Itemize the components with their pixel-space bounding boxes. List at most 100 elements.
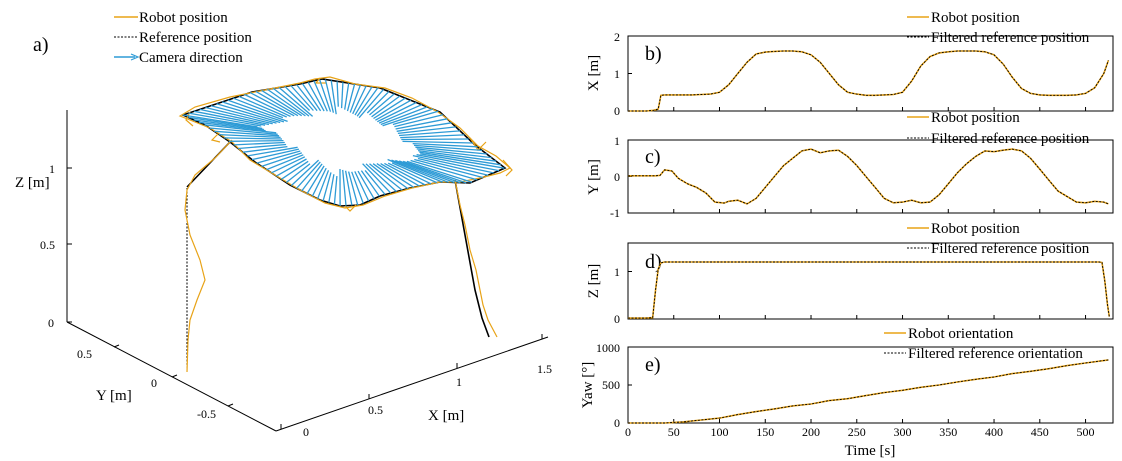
camera-arrow	[395, 159, 455, 184]
camera-arrow	[276, 158, 307, 177]
camera-arrow	[255, 90, 299, 117]
camera-arrow	[233, 141, 285, 146]
camera-arrow	[362, 163, 392, 194]
panel-d-ytick-label: 1	[614, 265, 620, 279]
panel-e-xlabel: Time [s]	[845, 443, 896, 459]
camera-arrow	[357, 170, 375, 200]
robot-takeoff-segment	[184, 139, 233, 373]
panel-c-label: c)	[645, 146, 661, 168]
camera-arrow	[330, 80, 337, 115]
panel-e-ytick-label: 0	[614, 416, 620, 430]
camera-arrow	[318, 79, 332, 112]
camera-arrow	[311, 167, 327, 197]
panel-e-plot	[627, 346, 1109, 424]
camera-arrow	[387, 162, 432, 185]
series-line-reference	[628, 359, 1109, 424]
legend-reference-label: Filtered reference position	[931, 131, 1090, 147]
x-axis-line	[275, 336, 549, 432]
camera-arrow	[371, 95, 401, 118]
camera-arrow	[347, 171, 359, 206]
series-line-reference	[628, 50, 1109, 112]
y-axis-label: Y [m]	[96, 388, 132, 404]
camera-arrow	[228, 139, 284, 142]
legend-robot-label: Robot position	[931, 10, 1020, 26]
xtick-label: 0	[625, 425, 631, 439]
camera-arrow	[401, 138, 469, 141]
camera-arrow	[400, 134, 465, 139]
xtick-label: 500	[1077, 425, 1095, 439]
legend-reference-label: Filtered reference orientation	[908, 346, 1083, 362]
camera-arrows	[182, 79, 505, 207]
camera-arrow	[375, 99, 412, 121]
y-tick-label: 0.5	[77, 347, 92, 361]
camera-arrow	[352, 85, 367, 115]
panel-e-x-ticks: 0 50 100 150 200 250 300 350 400 450 500	[625, 425, 1095, 439]
camera-arrow	[233, 97, 284, 119]
xtick-label: 150	[756, 425, 774, 439]
panel-e-ylabel: Yaw [°]	[580, 362, 596, 409]
series-line-robot	[628, 50, 1110, 112]
camera-arrow	[261, 152, 303, 168]
y-tick-mark	[227, 403, 234, 407]
panel-a-z-ticks: 0 0.5 1 Z [m]	[15, 162, 72, 330]
camera-arrow	[397, 126, 456, 135]
camera-arrow	[342, 169, 347, 206]
camera-arrow	[358, 88, 384, 119]
camera-arrow	[364, 169, 386, 196]
camera-arrow	[285, 163, 311, 184]
panel-d-label: d)	[645, 251, 662, 273]
camera-arrow	[366, 91, 390, 114]
camera-arrow	[301, 83, 322, 112]
series-line-robot	[628, 359, 1109, 424]
camera-arrow	[199, 108, 270, 126]
camera-arrow	[238, 143, 287, 150]
panel-b-label: b)	[645, 43, 662, 65]
camera-arrow	[261, 89, 303, 117]
camera-arrow	[333, 176, 338, 205]
legend-camera-arrowhead	[130, 53, 140, 61]
xtick-label: 350	[939, 425, 957, 439]
camera-arrow	[199, 121, 266, 132]
camera-arrow	[272, 87, 310, 117]
series-line-robot	[628, 148, 1109, 205]
camera-arrow	[290, 85, 314, 111]
camera-arrow	[365, 163, 397, 193]
xtick-label: 100	[711, 425, 729, 439]
camera-arrow	[194, 110, 266, 126]
y-tick-mark	[113, 344, 120, 348]
y-tick-mark	[171, 374, 178, 378]
camera-arrow	[391, 159, 449, 183]
camera-arrow	[296, 84, 318, 112]
z-tick-label: 0.5	[40, 238, 55, 252]
panel-b-ytick-label: 0	[614, 104, 620, 118]
panel-a-label: a)	[33, 34, 49, 56]
panel-c-ytick-label: -1	[610, 206, 620, 220]
camera-arrow	[380, 163, 420, 187]
camera-arrow	[395, 118, 448, 130]
camera-arrow	[420, 153, 505, 169]
camera-arrow	[296, 161, 321, 189]
camera-arrow	[313, 80, 328, 112]
panel-b-ytick-label: 1	[614, 67, 620, 81]
camera-arrow	[382, 108, 433, 127]
legend-reference-label: Filtered reference position	[931, 30, 1090, 46]
panel-a-y-ticks: 0.5 0 -0.5 Y [m]	[77, 344, 234, 421]
camera-arrow	[417, 157, 489, 176]
camera-arrow	[182, 114, 258, 128]
camera-arrow	[188, 116, 263, 130]
panel-b-ylabel: X [m]	[586, 55, 602, 91]
xtick-label: 250	[848, 425, 866, 439]
camera-arrow	[251, 148, 300, 161]
panel-b-legend: Robot position Filtered reference positi…	[907, 10, 1090, 46]
camera-arrow	[396, 122, 452, 132]
camera-arrow	[210, 105, 277, 124]
y-tick-label: -0.5	[197, 407, 216, 421]
camera-arrow	[324, 79, 335, 113]
panel-c-plot	[627, 139, 1109, 214]
panel-e: e) Yaw [°] 0 500 1000 Robot orientation …	[580, 326, 1114, 459]
camera-arrow	[271, 156, 306, 174]
robot-trajectory	[178, 76, 513, 373]
camera-arrow	[419, 151, 501, 166]
camera-arrow	[372, 163, 409, 190]
x-tick-label: 1.5	[537, 362, 552, 376]
